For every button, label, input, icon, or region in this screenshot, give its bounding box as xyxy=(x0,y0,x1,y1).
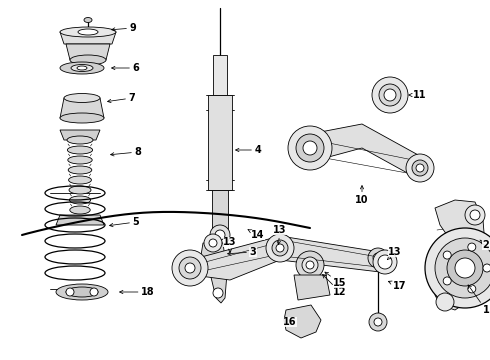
Circle shape xyxy=(209,239,217,247)
Text: 2: 2 xyxy=(480,240,490,250)
Polygon shape xyxy=(213,55,227,95)
Circle shape xyxy=(416,164,424,172)
Circle shape xyxy=(372,77,408,113)
Text: 15: 15 xyxy=(325,272,347,288)
Ellipse shape xyxy=(78,29,98,35)
Ellipse shape xyxy=(68,156,92,164)
Circle shape xyxy=(369,313,387,331)
Ellipse shape xyxy=(60,27,116,37)
Circle shape xyxy=(384,89,396,101)
Circle shape xyxy=(296,251,324,279)
Ellipse shape xyxy=(56,284,108,300)
Ellipse shape xyxy=(70,196,91,204)
Polygon shape xyxy=(294,275,330,300)
Circle shape xyxy=(185,263,195,273)
Circle shape xyxy=(435,238,490,298)
Text: 17: 17 xyxy=(389,281,407,291)
Circle shape xyxy=(179,257,201,279)
Circle shape xyxy=(66,288,74,296)
Ellipse shape xyxy=(70,206,90,214)
Ellipse shape xyxy=(84,18,92,22)
Circle shape xyxy=(374,318,382,326)
Circle shape xyxy=(90,288,98,296)
Circle shape xyxy=(210,225,230,245)
Circle shape xyxy=(272,240,288,256)
Ellipse shape xyxy=(70,55,106,65)
Text: 7: 7 xyxy=(108,93,135,103)
Text: 4: 4 xyxy=(236,145,261,155)
Ellipse shape xyxy=(67,136,93,144)
Circle shape xyxy=(204,264,212,272)
Polygon shape xyxy=(190,236,395,280)
Text: 14: 14 xyxy=(248,230,265,240)
Text: 10: 10 xyxy=(355,186,369,205)
Circle shape xyxy=(373,253,383,263)
Circle shape xyxy=(468,243,476,251)
Polygon shape xyxy=(56,215,104,225)
Ellipse shape xyxy=(60,62,104,74)
Ellipse shape xyxy=(69,176,92,184)
Ellipse shape xyxy=(71,64,93,72)
Text: 16: 16 xyxy=(283,317,297,327)
Polygon shape xyxy=(208,95,232,190)
Ellipse shape xyxy=(77,66,87,70)
Circle shape xyxy=(204,234,222,252)
Circle shape xyxy=(412,160,428,176)
Text: 13: 13 xyxy=(273,225,287,244)
Polygon shape xyxy=(199,243,227,303)
Text: 11: 11 xyxy=(409,90,427,100)
Circle shape xyxy=(368,248,388,268)
Circle shape xyxy=(425,228,490,308)
Ellipse shape xyxy=(68,146,93,154)
Circle shape xyxy=(468,285,476,293)
Circle shape xyxy=(406,154,434,182)
Text: 8: 8 xyxy=(111,147,142,157)
Polygon shape xyxy=(435,200,485,310)
Circle shape xyxy=(276,244,284,252)
Circle shape xyxy=(465,205,485,225)
Circle shape xyxy=(443,277,451,285)
Ellipse shape xyxy=(64,94,100,103)
Ellipse shape xyxy=(66,287,98,297)
Circle shape xyxy=(379,84,401,106)
Circle shape xyxy=(378,255,392,269)
Circle shape xyxy=(306,261,314,269)
Polygon shape xyxy=(60,32,116,44)
Text: 3: 3 xyxy=(228,247,256,257)
Circle shape xyxy=(172,250,208,286)
Ellipse shape xyxy=(68,166,92,174)
Polygon shape xyxy=(60,130,100,140)
Text: 9: 9 xyxy=(112,23,136,33)
Polygon shape xyxy=(66,44,110,60)
Circle shape xyxy=(447,250,483,286)
Circle shape xyxy=(443,251,451,259)
Polygon shape xyxy=(212,190,228,230)
Circle shape xyxy=(302,257,318,273)
Circle shape xyxy=(215,230,225,240)
Text: 13: 13 xyxy=(223,237,237,252)
Text: 1: 1 xyxy=(468,285,490,315)
Circle shape xyxy=(288,126,332,170)
Ellipse shape xyxy=(60,113,104,123)
Circle shape xyxy=(373,250,397,274)
Circle shape xyxy=(213,288,223,298)
Circle shape xyxy=(470,210,480,220)
Text: 6: 6 xyxy=(112,63,139,73)
Text: 13: 13 xyxy=(388,247,402,260)
Circle shape xyxy=(483,264,490,272)
Text: 12: 12 xyxy=(322,275,347,297)
Circle shape xyxy=(303,141,317,155)
Polygon shape xyxy=(284,305,321,338)
Polygon shape xyxy=(310,124,428,180)
Text: 18: 18 xyxy=(120,287,155,297)
Circle shape xyxy=(436,293,454,311)
Circle shape xyxy=(296,134,324,162)
Polygon shape xyxy=(60,98,104,118)
Circle shape xyxy=(455,258,475,278)
Text: 5: 5 xyxy=(110,217,139,227)
Circle shape xyxy=(266,234,294,262)
Ellipse shape xyxy=(69,186,91,194)
